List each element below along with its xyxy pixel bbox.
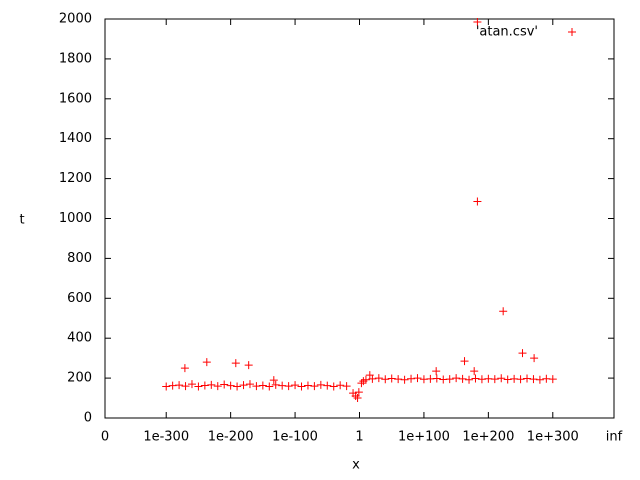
point xyxy=(516,375,525,384)
point xyxy=(535,375,544,384)
point xyxy=(452,374,461,383)
point xyxy=(503,375,512,384)
point xyxy=(269,376,278,385)
x-tick-label: 1e-100 xyxy=(272,430,318,445)
point xyxy=(460,357,469,366)
point xyxy=(490,375,499,384)
x-tick-label: inf xyxy=(606,430,623,445)
point xyxy=(354,388,363,397)
point xyxy=(394,375,403,384)
point xyxy=(407,374,416,383)
point xyxy=(523,374,532,383)
point xyxy=(473,197,482,206)
point xyxy=(180,364,189,373)
x-axis-label: x xyxy=(352,458,360,473)
point xyxy=(226,381,235,390)
point xyxy=(351,392,360,401)
point xyxy=(291,381,300,390)
point xyxy=(271,380,280,389)
point xyxy=(194,382,203,391)
point xyxy=(465,375,474,384)
x-tick-label: 1e-300 xyxy=(143,430,189,445)
point xyxy=(387,374,396,383)
point xyxy=(162,382,171,391)
y-tick-label: 1000 xyxy=(59,211,92,226)
point xyxy=(303,381,312,390)
y-axis-label: t xyxy=(19,213,24,228)
point xyxy=(458,374,467,383)
point xyxy=(181,382,190,391)
y-tick-label: 1600 xyxy=(59,91,92,106)
point xyxy=(548,375,557,384)
point xyxy=(252,382,261,391)
point xyxy=(432,374,441,383)
x-tick-label: 1e+300 xyxy=(527,430,579,445)
point xyxy=(284,382,293,391)
y-tick-label: 600 xyxy=(67,291,92,306)
y-tick-label: 1800 xyxy=(59,51,92,66)
point xyxy=(207,380,216,389)
x-tick-label: 1e+200 xyxy=(462,430,514,445)
y-tick-label: 1200 xyxy=(59,171,92,186)
point xyxy=(187,380,196,389)
point xyxy=(329,382,338,391)
legend-symbol xyxy=(568,28,576,36)
y-tick-label: 0 xyxy=(84,411,92,426)
point xyxy=(445,375,454,384)
point xyxy=(353,394,362,403)
point xyxy=(518,349,527,358)
point xyxy=(239,381,248,390)
point xyxy=(413,374,422,383)
point xyxy=(168,381,177,390)
x-tick-label: 1 xyxy=(355,430,363,445)
point xyxy=(470,367,479,376)
point xyxy=(231,359,240,368)
point xyxy=(530,354,539,363)
point xyxy=(213,382,222,391)
point xyxy=(365,371,374,380)
point xyxy=(342,382,351,391)
y-tick-label: 1400 xyxy=(59,131,92,146)
point xyxy=(244,361,253,370)
point xyxy=(310,382,319,391)
point xyxy=(471,374,480,383)
point xyxy=(233,382,242,391)
x-tick-label: 1e+100 xyxy=(398,430,450,445)
point xyxy=(323,381,332,390)
point xyxy=(202,358,211,367)
x-tick-label: 1e-200 xyxy=(208,430,254,445)
y-tick-label: 800 xyxy=(67,251,92,266)
point xyxy=(258,381,267,390)
y-tick-label: 400 xyxy=(67,331,92,346)
point xyxy=(316,380,325,389)
y-tick-label: 2000 xyxy=(59,12,92,27)
point xyxy=(200,381,209,390)
y-tick-label: 200 xyxy=(67,371,92,386)
legend-label: 'atan.csv' xyxy=(476,25,538,40)
point xyxy=(374,374,383,383)
point xyxy=(175,381,184,390)
point xyxy=(361,375,370,384)
point xyxy=(529,375,538,384)
point xyxy=(297,382,306,391)
point xyxy=(336,381,345,390)
point xyxy=(473,17,482,26)
point xyxy=(477,375,486,384)
x-tick-label: 0 xyxy=(101,430,109,445)
point xyxy=(432,367,441,376)
point xyxy=(381,375,390,384)
point xyxy=(497,374,506,383)
point xyxy=(357,379,366,388)
point xyxy=(499,307,508,316)
point xyxy=(220,380,229,389)
point xyxy=(400,375,409,384)
point xyxy=(265,382,274,391)
point xyxy=(245,380,254,389)
